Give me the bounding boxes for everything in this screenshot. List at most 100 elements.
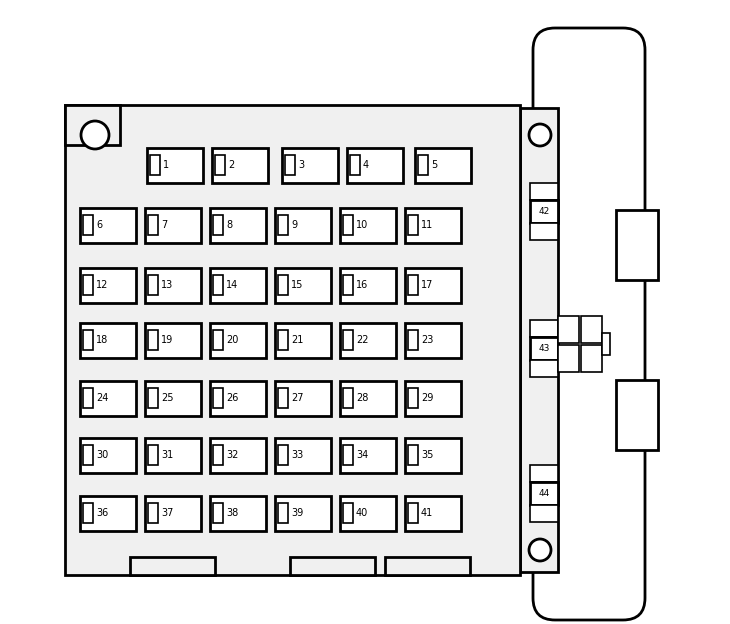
Bar xyxy=(340,495,396,530)
Text: 34: 34 xyxy=(356,450,368,460)
Text: 31: 31 xyxy=(161,450,173,460)
Bar xyxy=(278,275,288,295)
Bar xyxy=(405,495,461,530)
Bar xyxy=(405,268,461,303)
Bar xyxy=(80,268,136,303)
Bar xyxy=(343,445,353,465)
Bar xyxy=(408,330,418,350)
Bar xyxy=(418,155,428,175)
Bar xyxy=(213,445,223,465)
Bar xyxy=(210,495,266,530)
Bar xyxy=(213,330,223,350)
Bar xyxy=(213,275,223,295)
Bar xyxy=(408,275,418,295)
Bar xyxy=(285,155,295,175)
Text: 8: 8 xyxy=(226,220,232,230)
Bar xyxy=(148,215,158,235)
Bar xyxy=(278,445,288,465)
Bar xyxy=(616,210,658,280)
Text: 39: 39 xyxy=(291,508,303,518)
Bar xyxy=(83,388,93,408)
Bar xyxy=(80,323,136,358)
Text: 40: 40 xyxy=(356,508,368,518)
Bar xyxy=(340,381,396,416)
Text: 1: 1 xyxy=(163,160,169,170)
Bar xyxy=(80,208,136,243)
Bar xyxy=(290,557,375,575)
Bar xyxy=(343,330,353,350)
Bar xyxy=(148,330,158,350)
Bar xyxy=(405,381,461,416)
Bar xyxy=(405,437,461,472)
Bar xyxy=(558,345,579,372)
Text: 30: 30 xyxy=(96,450,108,460)
Text: 24: 24 xyxy=(96,393,108,403)
Bar xyxy=(215,155,225,175)
Bar xyxy=(343,215,353,235)
Bar xyxy=(530,223,558,240)
Bar xyxy=(210,268,266,303)
Bar xyxy=(145,381,201,416)
Text: 23: 23 xyxy=(421,335,434,345)
Text: 36: 36 xyxy=(96,508,108,518)
Bar xyxy=(80,437,136,472)
Bar xyxy=(213,503,223,523)
Text: 16: 16 xyxy=(356,280,368,290)
Text: 22: 22 xyxy=(356,335,369,345)
Bar xyxy=(275,323,331,358)
Bar xyxy=(340,437,396,472)
Bar xyxy=(282,147,338,182)
Bar xyxy=(278,503,288,523)
Text: 13: 13 xyxy=(161,280,173,290)
Bar xyxy=(415,147,471,182)
FancyBboxPatch shape xyxy=(533,28,645,620)
Bar xyxy=(213,215,223,235)
Text: 11: 11 xyxy=(421,220,433,230)
Bar xyxy=(275,495,331,530)
Text: 41: 41 xyxy=(421,508,433,518)
Bar xyxy=(145,495,201,530)
Bar xyxy=(340,268,396,303)
Text: 14: 14 xyxy=(226,280,238,290)
Text: 18: 18 xyxy=(96,335,108,345)
Bar xyxy=(343,388,353,408)
Bar xyxy=(275,268,331,303)
Bar xyxy=(275,208,331,243)
Bar xyxy=(530,200,558,223)
Bar xyxy=(278,215,288,235)
Bar xyxy=(275,381,331,416)
Text: 35: 35 xyxy=(421,450,434,460)
Bar xyxy=(80,495,136,530)
Bar xyxy=(530,465,558,482)
Text: 6: 6 xyxy=(96,220,102,230)
Bar xyxy=(278,330,288,350)
Bar xyxy=(581,316,602,343)
Bar xyxy=(65,105,520,575)
Bar xyxy=(405,323,461,358)
Text: 44: 44 xyxy=(539,489,550,498)
Text: 32: 32 xyxy=(226,450,239,460)
Bar xyxy=(530,360,558,377)
Bar xyxy=(530,505,558,522)
Text: 27: 27 xyxy=(291,393,304,403)
Bar xyxy=(148,445,158,465)
Bar xyxy=(150,155,160,175)
Text: 43: 43 xyxy=(538,344,550,353)
Circle shape xyxy=(81,121,109,149)
Bar xyxy=(530,183,558,200)
Bar xyxy=(385,557,470,575)
Bar xyxy=(340,323,396,358)
Bar xyxy=(340,208,396,243)
Bar xyxy=(616,380,658,450)
Bar xyxy=(145,208,201,243)
Bar xyxy=(210,437,266,472)
Bar xyxy=(408,503,418,523)
Bar xyxy=(520,108,558,572)
Bar xyxy=(275,437,331,472)
Bar xyxy=(210,381,266,416)
Text: 29: 29 xyxy=(421,393,434,403)
Bar xyxy=(350,155,360,175)
Bar xyxy=(530,320,558,337)
Text: 17: 17 xyxy=(421,280,434,290)
Text: 38: 38 xyxy=(226,508,238,518)
